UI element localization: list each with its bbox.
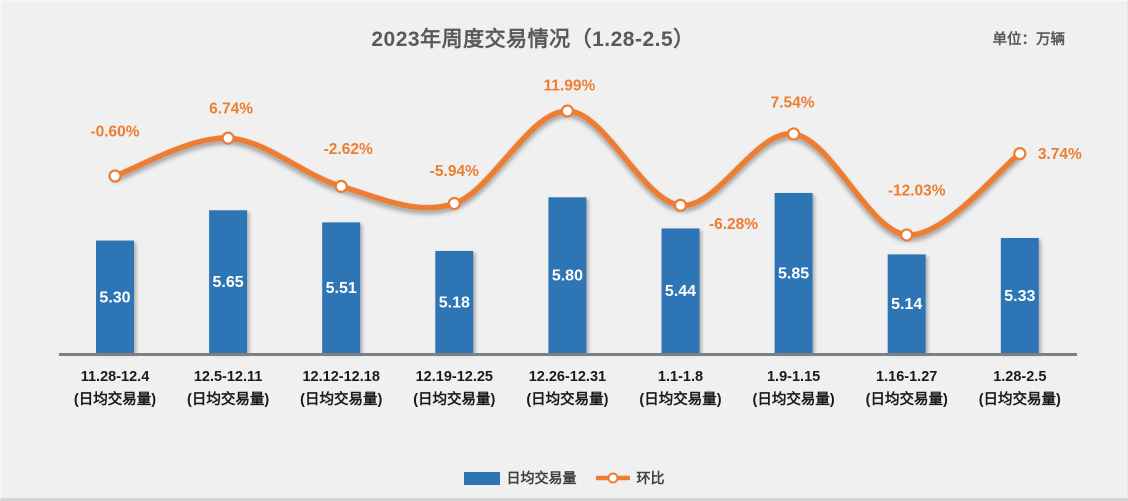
bar	[322, 222, 361, 353]
data-labels: 5.30 5.65 5.51 5.18 5.80 5.44 5.85 5.14 5.33 -0.6…	[90, 78, 1082, 314]
combo-chart: 5.30 5.65 5.51 5.18 5.80 5.44 5.85 5.14 5.33 -0.6…	[59, 78, 1082, 408]
category-sublabel: (日均交易量)	[753, 390, 835, 408]
line-series	[108, 104, 1027, 242]
bar-value-label: 5.18	[439, 294, 470, 311]
line-value-label: 6.74%	[209, 101, 253, 118]
legend-bar-label: 日均交易量	[506, 470, 577, 486]
line-marker	[447, 196, 461, 211]
category-sublabel: (日均交易量)	[300, 390, 382, 408]
legend: 日均交易量 环比	[1, 468, 1127, 488]
unit-label: 单位：万辆	[992, 32, 1066, 48]
bar-value-label: 5.33	[1004, 288, 1035, 305]
legend-line-swatch-icon	[595, 471, 630, 485]
chart-title: 2023年周度交易情况（1.28-2.5）	[371, 28, 695, 51]
bar-value-label: 5.14	[891, 296, 922, 313]
bar-value-label: 5.80	[552, 268, 583, 285]
category-sublabel: (日均交易量)	[979, 390, 1061, 408]
bar	[887, 254, 926, 353]
bar-value-label: 5.51	[326, 280, 357, 297]
bar-value-label: 5.65	[213, 274, 244, 291]
category-label: 12.5-12.11	[194, 369, 263, 385]
category-label: 11.28-12.4	[81, 369, 150, 385]
line-marker	[1013, 146, 1027, 161]
line-path	[112, 108, 1023, 238]
line-value-label: 11.99%	[544, 78, 596, 95]
category-label: 12.19-12.25	[416, 369, 493, 385]
bar	[548, 197, 587, 353]
category-sublabel: (日均交易量)	[74, 390, 156, 408]
line-marker	[786, 127, 801, 141]
line-marker	[900, 228, 914, 242]
legend-bar-swatch	[463, 471, 500, 485]
bar	[435, 250, 474, 353]
category-label: 1.28-2.5	[993, 369, 1046, 385]
line-marker	[673, 198, 688, 212]
bar-value-label: 5.85	[778, 265, 809, 282]
line-value-label: -12.03%	[888, 182, 946, 199]
bar-value-label: 5.30	[99, 289, 130, 306]
category-label: 1.1-1.8	[658, 369, 703, 385]
bar	[774, 192, 813, 353]
bar	[661, 228, 700, 353]
category-sublabel: (日均交易量)	[413, 390, 495, 408]
line-marker	[221, 131, 235, 145]
bar	[209, 210, 248, 353]
line-value-label: 7.54%	[771, 94, 815, 111]
category-sublabel: (日均交易量)	[866, 390, 948, 408]
category-sublabel: (日均交易量)	[639, 390, 721, 408]
line-value-label: -2.62%	[324, 141, 373, 158]
category-sublabel: (日均交易量)	[187, 390, 269, 408]
line-marker	[108, 169, 122, 183]
line-marker	[560, 104, 575, 118]
bar	[96, 240, 134, 353]
category-labels: 11.28-12.4 (日均交易量) 12.5-12.11 (日均交易量) 12.12-…	[74, 369, 1061, 408]
bar-series	[96, 192, 1039, 353]
legend-line-label: 环比	[636, 470, 665, 486]
category-label: 12.26-12.31	[529, 369, 606, 385]
category-sublabel: (日均交易量)	[526, 390, 608, 408]
bar	[1000, 237, 1039, 353]
bar-value-label: 5.44	[665, 283, 696, 300]
line-marker	[334, 179, 348, 193]
line-value-label: -6.28%	[709, 216, 758, 233]
category-label: 12.12-12.18	[302, 369, 379, 385]
category-label: 1.9-1.15	[767, 369, 820, 385]
line-value-label: -0.60%	[90, 123, 139, 140]
line-value-label: 3.74%	[1038, 146, 1082, 163]
category-label: 1.16-1.27	[876, 369, 937, 385]
line-value-label: -5.94%	[430, 163, 479, 180]
